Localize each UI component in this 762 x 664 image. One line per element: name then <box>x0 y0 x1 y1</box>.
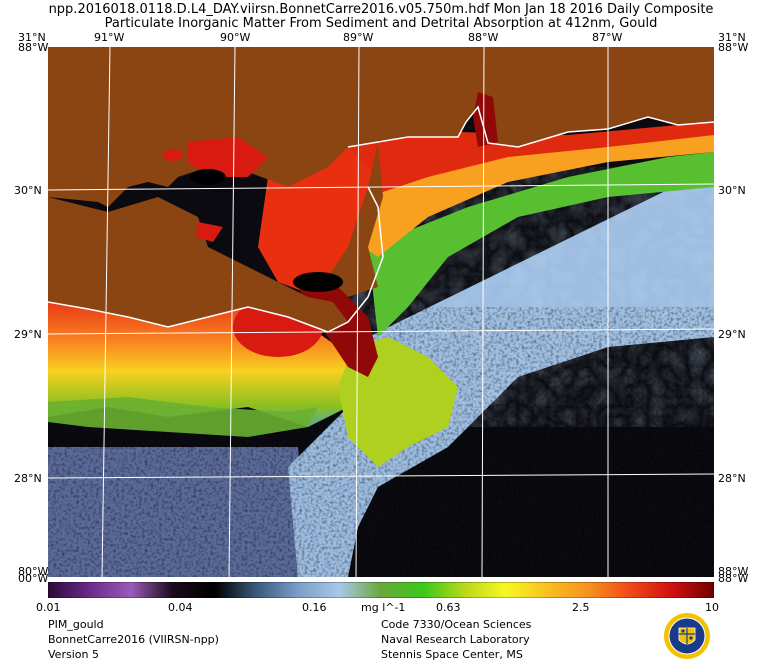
lat-label-30n-right: 30°N <box>718 184 746 197</box>
colorbar-tick-2: 0.16 <box>302 601 327 614</box>
lake-maurepas <box>163 149 183 161</box>
mobile-bay <box>473 92 498 147</box>
lon-label-88w-top: 88°W <box>468 31 499 44</box>
lake-pontchartrain <box>188 137 268 177</box>
nrl-seal-icon <box>664 613 710 659</box>
footer-code: Code 7330/Ocean Sciences <box>381 618 532 631</box>
plume-fringe-west <box>48 397 318 437</box>
corner-label-top-right: 31°N <box>718 31 746 44</box>
footer-lab: Naval Research Laboratory <box>381 633 530 646</box>
lat-label-29n-left: 29°N <box>14 328 42 341</box>
barataria-bay <box>196 222 223 242</box>
colorbar-tick-4: 2.5 <box>572 601 590 614</box>
satellite-map <box>48 47 714 577</box>
dark-lake-2 <box>293 272 343 292</box>
colorbar-units: mg l^-1 <box>361 601 406 614</box>
land-mass <box>48 47 714 297</box>
lon-label-89w-top: 89°W <box>343 31 374 44</box>
corner-label-top-right-2: 88°W <box>718 41 749 54</box>
corner-label-bottom-right: 88°W <box>718 565 749 578</box>
colorbar <box>48 582 714 598</box>
lat-label-28n-left: 28°N <box>14 472 42 485</box>
lat-label-28n-right: 28°N <box>718 472 746 485</box>
colorbar-tick-3: 0.63 <box>436 601 461 614</box>
product-title: Particulate Inorganic Matter From Sedime… <box>104 16 658 31</box>
corner-label-bottom-right-2: 88°W <box>718 572 749 585</box>
green-band-east <box>368 152 714 337</box>
corner-label-bottom-left-2: 00°W <box>18 572 49 585</box>
corner-label-top-left-2: 88°W <box>18 41 49 54</box>
colorbar-tick-1: 0.04 <box>168 601 193 614</box>
footer-product: PIM_gould <box>48 618 104 631</box>
coastal-band-east-red <box>338 122 714 197</box>
lat-label-29n-right: 29°N <box>718 328 746 341</box>
footer-location: Stennis Space Center, MS <box>381 648 523 661</box>
land-mass-south <box>48 197 348 332</box>
lat-label-30n-left: 30°N <box>14 184 42 197</box>
filename-title: npp.2016018.0118.D.L4_DAY.viirsn.BonnetC… <box>48 2 714 17</box>
footer-version: Version 5 <box>48 648 99 661</box>
graticule <box>48 47 714 577</box>
lon-label-91w-top: 91°W <box>94 31 125 44</box>
lon-label-87w-top: 87°W <box>592 31 623 44</box>
footer-region: BonnetCarre2016 (VIIRSN-npp) <box>48 633 219 646</box>
lon-label-90w-top: 90°W <box>220 31 251 44</box>
dark-lake-1 <box>190 169 226 185</box>
corner-label-top-left: 31°N <box>18 31 46 44</box>
colorbar-tick-0: 0.01 <box>36 601 61 614</box>
corner-label-bottom-left: 80°W <box>18 565 49 578</box>
coastline <box>48 105 714 333</box>
colorbar-tick-5: 10 <box>705 601 719 614</box>
